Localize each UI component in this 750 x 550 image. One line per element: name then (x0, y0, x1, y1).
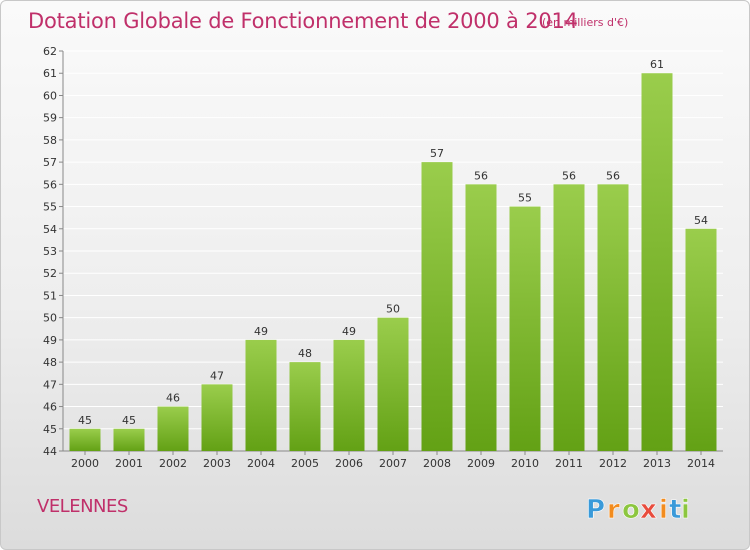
bar-2013 (641, 73, 673, 451)
x-tick-label: 2004 (247, 457, 275, 470)
data-label-2014: 54 (694, 214, 708, 227)
data-label-2006: 49 (342, 325, 356, 338)
bar-2008 (421, 162, 453, 451)
data-label-2013: 61 (650, 58, 664, 71)
bar-2006 (333, 339, 365, 451)
y-tick-label: 51 (43, 289, 57, 302)
data-label-2007: 50 (386, 303, 400, 316)
x-tick-label: 2012 (599, 457, 627, 470)
x-tick-label: 2002 (159, 457, 187, 470)
axes: 44 45 46 47 48 49 50 51 52 53 54 55 56 57 58 59 60 61 62 20… (43, 45, 723, 470)
logo-letter: i (681, 495, 690, 525)
y-tick-label: 44 (43, 445, 57, 458)
x-tick-label: 2000 (71, 457, 99, 470)
y-tick-label: 55 (43, 201, 57, 214)
bars (69, 73, 717, 452)
data-label-2009: 56 (474, 169, 488, 182)
x-tick-label: 2003 (203, 457, 231, 470)
x-tick-label: 2008 (423, 457, 451, 470)
x-tick-label: 2007 (379, 457, 407, 470)
y-tick-label: 59 (43, 112, 57, 125)
data-label-2003: 47 (210, 369, 224, 382)
y-tick-label: 54 (43, 223, 57, 236)
y-tick-label: 61 (43, 67, 57, 80)
chart-title: Dotation Globale de Fonctionnement de 20… (28, 9, 578, 33)
bar-2011 (553, 184, 585, 452)
x-tick-label: 2009 (467, 457, 495, 470)
bar-2014 (685, 228, 717, 451)
x-tick-label: 2001 (115, 457, 143, 470)
chart-subtitle: (en milliers d'€) (542, 16, 629, 29)
x-tick-label: 2014 (687, 457, 715, 470)
x-tick-label: 2006 (335, 457, 363, 470)
data-label-2000: 45 (78, 414, 92, 427)
x-tick-label: 2010 (511, 457, 539, 470)
location-label: VELENNES (37, 496, 128, 517)
bar-2002 (157, 406, 189, 451)
bar-2009 (465, 184, 497, 452)
data-label-2004: 49 (254, 325, 268, 338)
y-tick-label: 62 (43, 45, 57, 58)
data-labels: 45 45 46 47 49 48 49 50 57 56 55 56 56 61 54 (78, 58, 708, 427)
bar-2012 (597, 184, 629, 452)
data-label-2011: 56 (562, 169, 576, 182)
data-label-2002: 46 (166, 392, 180, 405)
data-label-2010: 55 (518, 192, 532, 205)
bar-2010 (509, 206, 541, 451)
x-tick-label: 2013 (643, 457, 671, 470)
data-label-2008: 57 (430, 147, 444, 160)
y-tick-label: 50 (43, 312, 57, 325)
y-tick-label: 58 (43, 134, 57, 147)
y-tick-label: 57 (43, 156, 57, 169)
x-tick-label: 2005 (291, 457, 319, 470)
logo-letter: t (669, 495, 681, 525)
bar-2001 (113, 428, 145, 451)
y-tick-label: 53 (43, 245, 57, 258)
logo-letter: P (586, 495, 605, 525)
y-tick-label: 56 (43, 178, 57, 191)
logo-letter: o (622, 495, 640, 525)
y-tick-label: 52 (43, 267, 57, 280)
y-tick-label: 49 (43, 334, 57, 347)
bar-2005 (289, 362, 321, 451)
logo-letter: x (640, 495, 657, 525)
logo-letter: i (659, 495, 668, 525)
data-label-2001: 45 (122, 414, 136, 427)
bar-2004 (245, 339, 277, 451)
y-tick-label: 47 (43, 378, 57, 391)
data-label-2005: 48 (298, 347, 312, 360)
bar-2003 (201, 384, 233, 451)
y-tick-label: 46 (43, 401, 57, 414)
y-tick-label: 48 (43, 356, 57, 369)
data-label-2012: 56 (606, 169, 620, 182)
logo-letter: r (607, 495, 620, 525)
bar-2000 (69, 428, 101, 451)
y-tick-label: 60 (43, 89, 57, 102)
y-tick-label: 45 (43, 423, 57, 436)
bar-2007 (377, 317, 409, 451)
x-tick-label: 2011 (555, 457, 583, 470)
